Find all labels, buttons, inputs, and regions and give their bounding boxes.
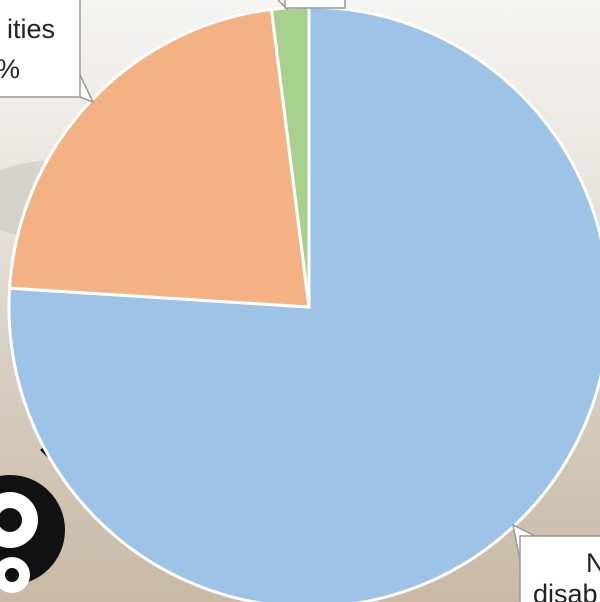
callout-text: ities (7, 14, 55, 44)
callout-right: N disab (513, 525, 600, 602)
page: {"chart_data": {"type": "pie", "categori… (0, 0, 600, 602)
callout-text: disab (533, 579, 598, 602)
callout-top (278, 0, 345, 10)
pie (9, 7, 600, 602)
callout-text: % (0, 54, 20, 84)
callout-left: ities % (0, 0, 93, 102)
callout-text: N (586, 548, 600, 578)
chart: ities % N disab (0, 0, 600, 602)
